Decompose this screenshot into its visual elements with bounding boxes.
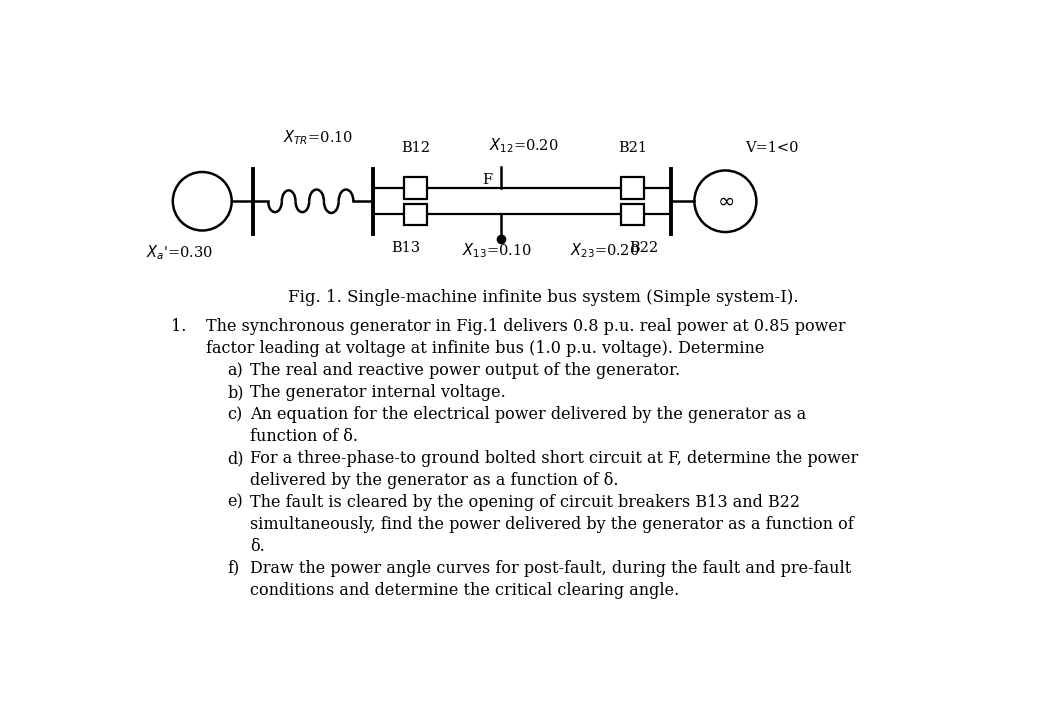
Text: $X_{23}$=0.20: $X_{23}$=0.20 — [570, 242, 640, 260]
Text: Draw the power angle curves for post-fault, during the fault and pre-fault: Draw the power angle curves for post-fau… — [250, 559, 851, 577]
Text: $\infty$: $\infty$ — [717, 192, 734, 211]
Text: The real and reactive power output of the generator.: The real and reactive power output of th… — [250, 362, 681, 379]
Text: B12: B12 — [401, 141, 430, 155]
Text: f): f) — [227, 559, 240, 577]
Text: $X_{TR}$=0.10: $X_{TR}$=0.10 — [283, 128, 354, 147]
Text: The synchronous generator in Fig.1 delivers 0.8 p.u. real power at 0.85 power: The synchronous generator in Fig.1 deliv… — [206, 318, 846, 335]
Text: simultaneously, find the power delivered by the generator as a function of: simultaneously, find the power delivered… — [250, 516, 854, 533]
Text: $X_a$'=0.30: $X_a$'=0.30 — [146, 244, 214, 262]
Text: e): e) — [227, 494, 243, 511]
Text: F: F — [482, 173, 493, 187]
Text: An equation for the electrical power delivered by the generator as a: An equation for the electrical power del… — [250, 406, 807, 423]
Text: $X_{12}$=0.20: $X_{12}$=0.20 — [489, 136, 559, 155]
Text: conditions and determine the critical clearing angle.: conditions and determine the critical cl… — [250, 582, 679, 598]
Text: The fault is cleared by the opening of circuit breakers B13 and B22: The fault is cleared by the opening of c… — [250, 494, 800, 511]
Text: B22: B22 — [630, 242, 658, 255]
FancyBboxPatch shape — [404, 177, 427, 199]
Text: d): d) — [227, 450, 244, 467]
Text: B21: B21 — [618, 141, 647, 155]
Text: factor leading at voltage at infinite bus (1.0 p.u. voltage). Determine: factor leading at voltage at infinite bu… — [206, 340, 764, 357]
Text: The generator internal voltage.: The generator internal voltage. — [250, 384, 506, 401]
Text: delivered by the generator as a function of δ.: delivered by the generator as a function… — [250, 472, 619, 489]
Text: For a three-phase-to ground bolted short circuit at F, determine the power: For a three-phase-to ground bolted short… — [250, 450, 859, 467]
Text: 1.: 1. — [172, 318, 187, 335]
Text: $X_{13}$=0.10: $X_{13}$=0.10 — [462, 242, 532, 260]
Text: c): c) — [227, 406, 243, 423]
Text: function of δ.: function of δ. — [250, 428, 358, 445]
Text: a): a) — [227, 362, 243, 379]
FancyBboxPatch shape — [621, 177, 644, 199]
Text: δ.: δ. — [250, 538, 265, 554]
Text: B13: B13 — [391, 242, 420, 255]
Text: Fig. 1. Single-machine infinite bus system (Simple system-I).: Fig. 1. Single-machine infinite bus syst… — [288, 289, 798, 306]
Text: V=1<0: V=1<0 — [745, 141, 798, 155]
Text: b): b) — [227, 384, 244, 401]
FancyBboxPatch shape — [621, 203, 644, 225]
FancyBboxPatch shape — [404, 203, 427, 225]
